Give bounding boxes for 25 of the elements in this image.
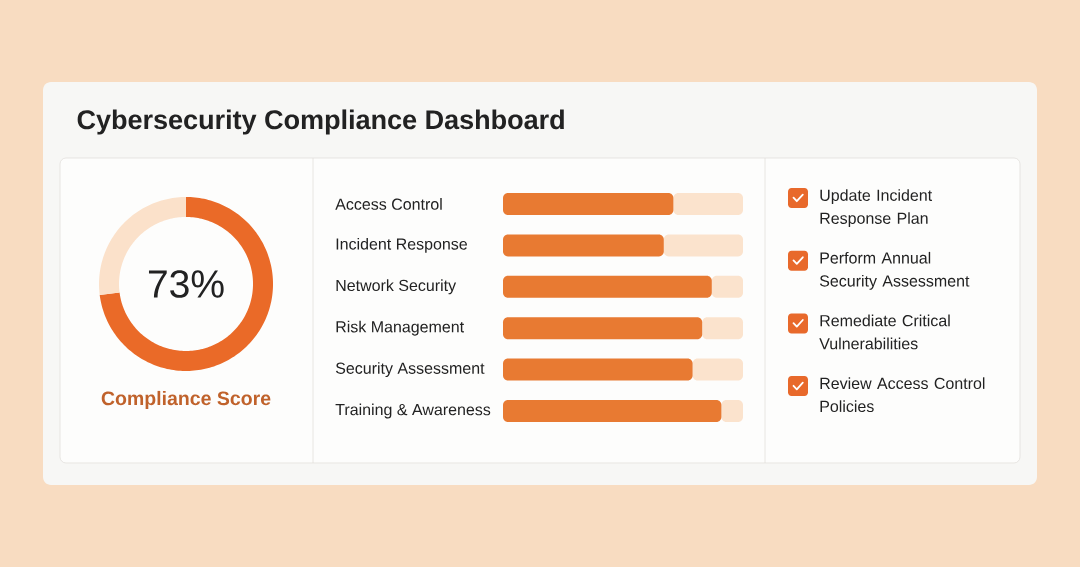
bar [503,399,722,422]
bar [503,317,703,340]
bar [503,275,712,298]
bar [673,192,743,215]
text: Compliance Score [101,390,271,410]
y-tick-label: Security Assessment [335,362,485,378]
y-tick-label: Incident Response [336,237,467,253]
text: 73% [148,270,224,298]
bar [692,358,743,381]
bar [503,192,674,215]
text: Remediate Critical Vulnerabilities [819,314,950,350]
y-tick-label: Training & Awareness [335,403,491,419]
bar [503,358,693,381]
y-tick-label: Network Security [336,279,457,295]
bar [702,317,743,340]
text: Update Incident Response Plan [820,189,933,228]
chart-title: Cybersecurity Compliance Dashboard [77,109,564,135]
y-tick-label: Risk Management [336,320,464,336]
bar [503,234,664,257]
text: Review Access Control Policies [820,377,985,413]
bar [711,275,743,298]
bar [663,234,743,257]
text: Perform Annual Security Assessment [819,251,970,290]
bar [721,399,743,422]
y-tick-label: Access Control [335,198,442,210]
